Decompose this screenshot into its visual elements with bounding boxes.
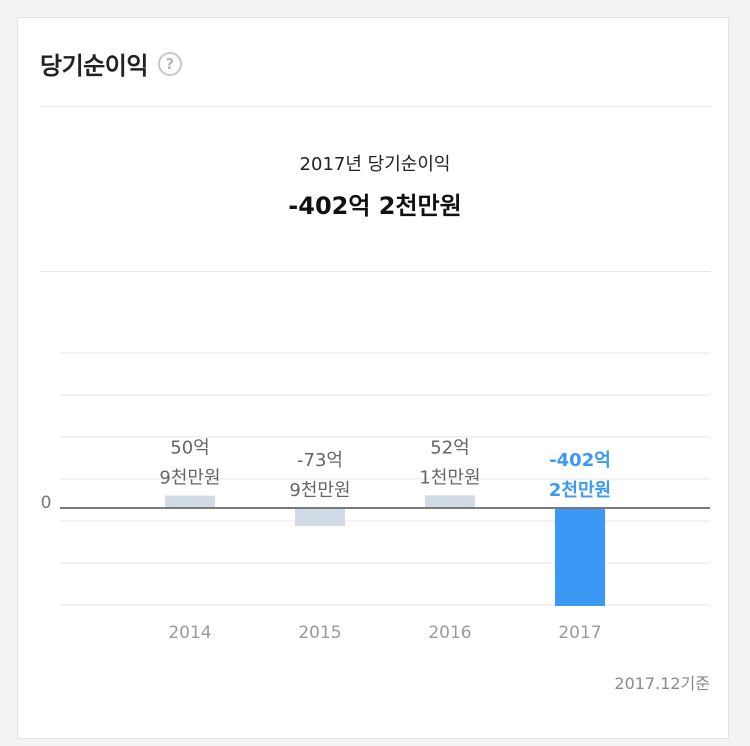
header-divider (40, 106, 710, 107)
x-tick-label-2016: 2016 (428, 623, 471, 643)
bar-2014 (165, 495, 215, 508)
data-label-2017-line-2: 2천만원 (549, 480, 611, 501)
summary-value: -402억 2천만원 (288, 192, 462, 220)
card-header: 당기순이익 ? (40, 46, 182, 81)
data-label-2016-line-2: 1천만원 (419, 467, 480, 488)
card-title: 당기순이익 (40, 52, 148, 80)
data-label-2015-line-2: 9천만원 (289, 480, 350, 501)
x-tick-label-2015: 2015 (298, 623, 341, 643)
x-tick-label-2017: 2017 (558, 623, 601, 643)
data-label-2016-line-1: 52억 (430, 437, 469, 458)
data-label-2015-line-1: -73억 (297, 450, 343, 471)
x-tick-label-2014: 2014 (168, 623, 211, 643)
net-income-card (17, 17, 729, 739)
help-icon[interactable]: ? (157, 51, 182, 76)
summary-label: 2017년 당기순이익 (299, 154, 451, 175)
data-label-2014-line-2: 9천만원 (159, 468, 220, 489)
summary-divider (40, 271, 710, 272)
bar-2016 (425, 495, 475, 508)
data-label-2017-line-1: -402억 (549, 450, 611, 471)
basis-date: 2017.12기준 (614, 674, 710, 693)
data-label-2014-line-1: 50억 (170, 438, 209, 459)
bar-2015 (295, 508, 345, 527)
bar-2017 (555, 508, 605, 606)
y-tick-label-zero: 0 (41, 493, 52, 513)
